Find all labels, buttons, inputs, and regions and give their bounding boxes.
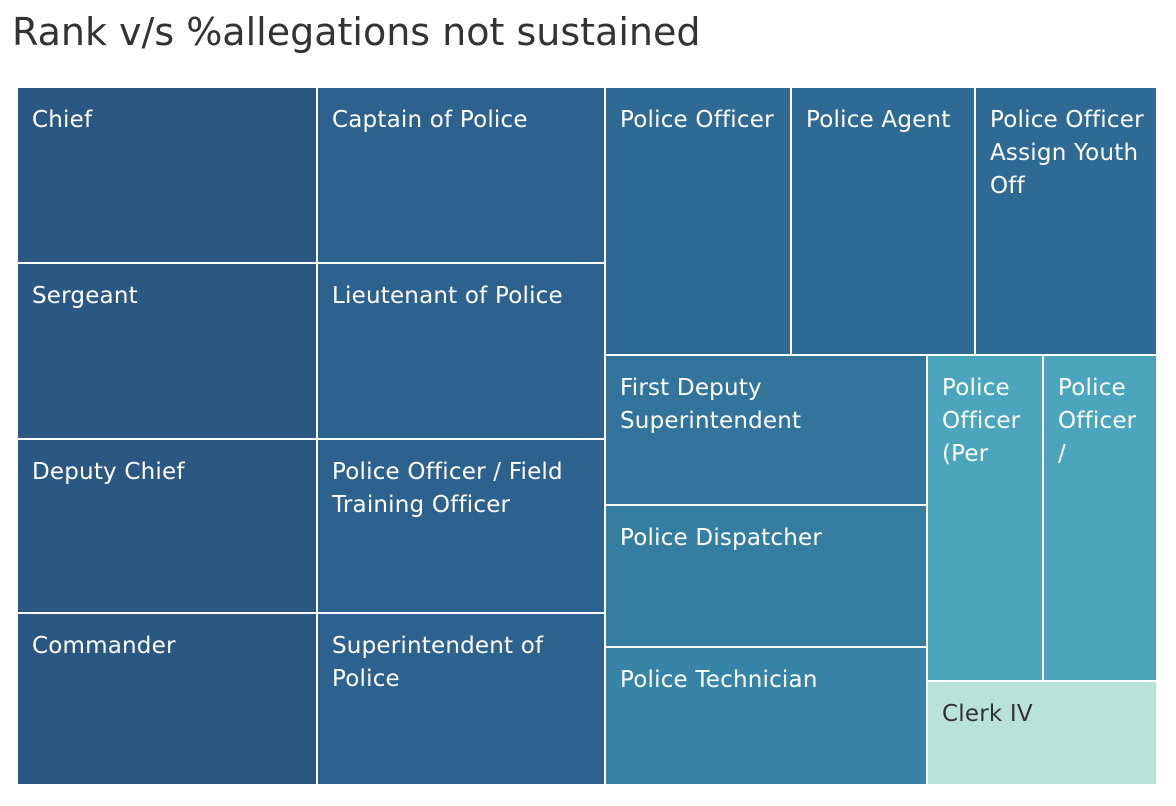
treemap-tile-label: Police Dispatcher — [620, 525, 823, 551]
treemap-tile: Police Technician — [606, 648, 928, 786]
chart-title: Rank v/s %allegations not sustained — [12, 10, 701, 54]
treemap-tile: First Deputy Superintendent — [606, 356, 928, 506]
treemap-tile: Police Officer — [606, 88, 792, 356]
treemap-tile: Police Officer / — [1044, 356, 1158, 682]
treemap-tile-label: Commander — [32, 633, 176, 659]
treemap-tile: Police Officer (Per — [928, 356, 1044, 682]
treemap-tile: Sergeant — [18, 264, 318, 440]
treemap-tile-label: Sergeant — [32, 283, 138, 309]
treemap-tile-label: Police Officer Assign Youth Off — [990, 107, 1144, 199]
treemap-tile: Lieutenant of Police — [318, 264, 606, 440]
treemap-tile: Commander — [18, 614, 318, 786]
treemap-tile-label: Police Technician — [620, 667, 818, 693]
treemap-tile: Superintendent of Police — [318, 614, 606, 786]
treemap-tile-label: First Deputy Superintendent — [620, 375, 802, 434]
treemap-tile-label: Police Officer / — [1058, 375, 1137, 467]
treemap-tile-label: Superintendent of Police — [332, 633, 544, 692]
treemap-tile-label: Captain of Police — [332, 107, 528, 133]
treemap-tile-label: Lieutenant of Police — [332, 283, 563, 309]
treemap-tile-label: Police Officer — [620, 107, 774, 133]
treemap-tile: Deputy Chief — [18, 440, 318, 614]
treemap-tile-label: Chief — [32, 107, 93, 133]
treemap-tile: Police Agent — [792, 88, 976, 356]
treemap-tile-label: Police Agent — [806, 107, 951, 133]
treemap-tile-label: Clerk IV — [942, 701, 1033, 727]
treemap-tile: Chief — [18, 88, 318, 264]
treemap-tile-label: Police Officer / Field Training Officer — [332, 459, 563, 518]
treemap-tile: Captain of Police — [318, 88, 606, 264]
treemap-tile: Clerk IV — [928, 682, 1158, 786]
treemap-tile-label: Deputy Chief — [32, 459, 185, 485]
treemap-tile-label: Police Officer (Per — [942, 375, 1021, 467]
treemap-tile: Police Officer Assign Youth Off — [976, 88, 1158, 356]
treemap-tile: Police Officer / Field Training Officer — [318, 440, 606, 614]
treemap-tile: Police Dispatcher — [606, 506, 928, 648]
